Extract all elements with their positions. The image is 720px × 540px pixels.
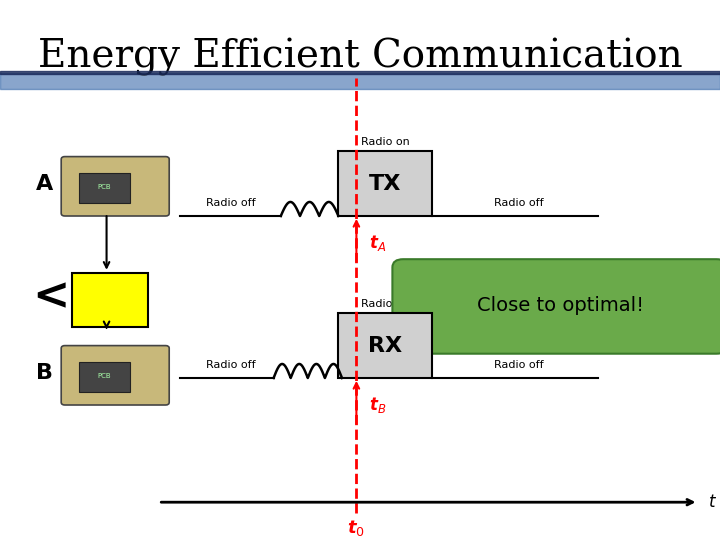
FancyBboxPatch shape [61, 157, 169, 216]
Bar [79, 173, 130, 202]
Bar [338, 313, 432, 378]
Text: Radio off: Radio off [494, 198, 543, 208]
Text: Radio on: Radio on [361, 299, 410, 309]
Text: Radio off: Radio off [206, 360, 255, 370]
Text: Radio off: Radio off [494, 360, 543, 370]
Bar [0, 73, 720, 89]
Text: t$_B$: t$_B$ [369, 395, 387, 415]
Text: PCB: PCB [98, 373, 111, 380]
Text: TX: TX [369, 173, 401, 194]
FancyBboxPatch shape [61, 346, 169, 405]
Text: Energy Efficient Communication: Energy Efficient Communication [37, 38, 683, 76]
Text: t$_0$: t$_0$ [348, 518, 365, 538]
Bar [338, 151, 432, 216]
Text: t$_A$: t$_A$ [369, 233, 387, 253]
Text: RX: RX [368, 335, 402, 356]
Bar [79, 362, 130, 392]
Text: Close to optimal!: Close to optimal! [477, 295, 644, 315]
Bar [0, 71, 720, 74]
Text: <: < [32, 275, 70, 319]
Text: Radio on: Radio on [361, 137, 410, 147]
FancyBboxPatch shape [392, 259, 720, 354]
Bar [72, 273, 148, 327]
Text: Radio off: Radio off [206, 198, 255, 208]
Text: A: A [36, 173, 53, 194]
Text: PCB: PCB [98, 184, 111, 191]
Text: B: B [36, 362, 53, 383]
Text: t: t [709, 493, 716, 511]
